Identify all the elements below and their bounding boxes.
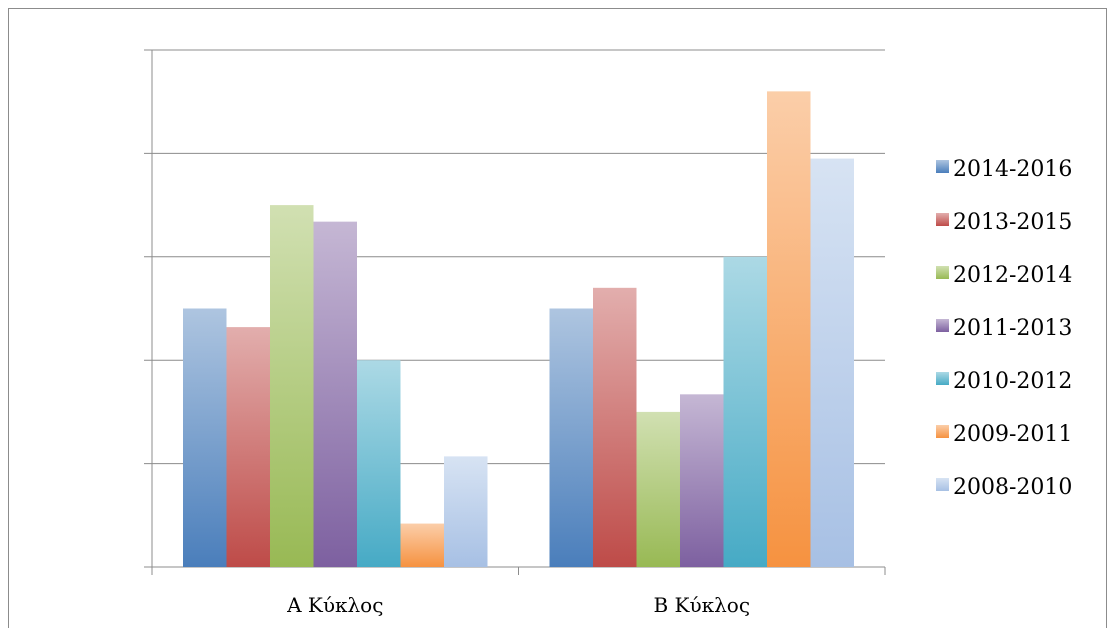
bar-2012-2014-2 [636, 411, 680, 567]
category-labels: Α Κύκλος Β Κύκλος [286, 593, 750, 617]
bar-2014-2016-1 [183, 308, 227, 567]
legend[interactable]: 2014-2016 2013-2015 2012-2014 2011-2013 2010… [936, 157, 1072, 500]
bar-2008-2010-1 [444, 456, 488, 567]
legend-swatch [936, 319, 949, 332]
legend-label: 2010-2012 [953, 369, 1072, 394]
legend-label: 2014-2016 [953, 157, 1072, 182]
legend-swatch [936, 213, 949, 226]
bar-2010-2012-2 [723, 256, 767, 567]
bar-2011-2013-2 [680, 394, 724, 567]
bar-2013-2015-2 [593, 287, 637, 567]
legend-label: 2011-2013 [953, 316, 1072, 341]
legend-swatch [936, 160, 949, 173]
axes [151, 50, 886, 575]
legend-item[interactable]: 2011-2013 [936, 316, 1072, 341]
bar-2011-2013-1 [313, 221, 357, 568]
legend-swatch [936, 478, 949, 491]
bars [183, 91, 854, 568]
legend-item[interactable]: 2009-2011 [936, 422, 1072, 447]
legend-swatch [936, 425, 949, 438]
legend-item[interactable]: 2010-2012 [936, 369, 1072, 394]
bar-2010-2012-1 [357, 360, 401, 567]
legend-item[interactable]: 2013-2015 [936, 210, 1072, 235]
legend-label: 2012-2014 [953, 263, 1072, 288]
legend-swatch [936, 372, 949, 385]
bar-2009-2011-1 [400, 523, 444, 567]
legend-swatch [936, 266, 949, 279]
bar-2009-2011-2 [767, 91, 811, 568]
bar-2008-2010-2 [810, 158, 854, 567]
x-tick-label: Β Κύκλος [653, 593, 750, 617]
legend-label: 2009-2011 [953, 422, 1072, 447]
bar-2013-2015-1 [226, 327, 270, 567]
bar-2012-2014-1 [270, 205, 314, 567]
legend-item[interactable]: 2012-2014 [936, 263, 1072, 288]
legend-label: 2013-2015 [953, 210, 1072, 235]
x-tick-label: Α Κύκλος [286, 593, 383, 617]
legend-label: 2008-2010 [953, 475, 1072, 500]
bar-2014-2016-2 [549, 308, 593, 567]
legend-item[interactable]: 2008-2010 [936, 475, 1072, 500]
legend-item[interactable]: 2014-2016 [936, 157, 1072, 182]
